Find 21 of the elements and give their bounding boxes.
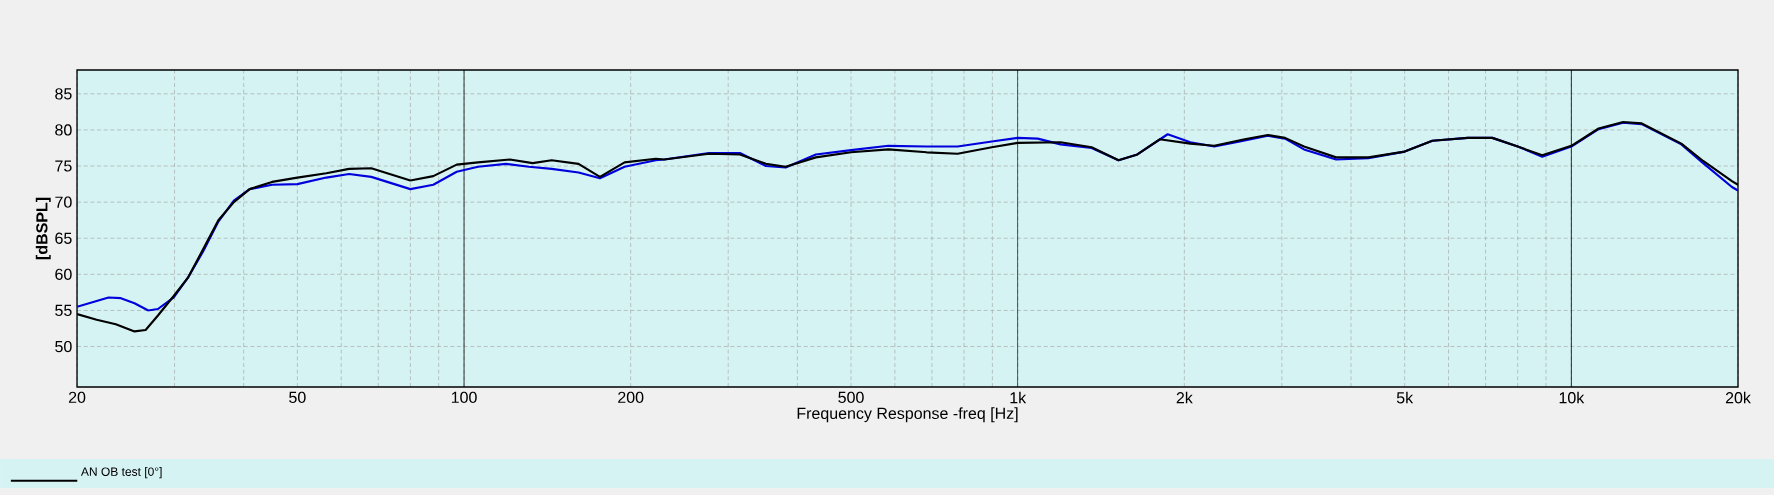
x-tick-label: 200 — [618, 391, 644, 404]
x-tick-label: 500 — [838, 391, 864, 404]
x-tick-label: 2k — [1176, 391, 1193, 404]
text: AN OB test [0°] — [80, 467, 162, 479]
x-tick-label: 50 — [289, 391, 306, 404]
y-axis-title: [dBSPL] — [35, 197, 51, 260]
x-tick-label: 20k — [1725, 391, 1751, 404]
x-tick-label: 5k — [1396, 391, 1414, 404]
y-tick-label: 60 — [55, 268, 72, 280]
y-tick-label: 75 — [55, 160, 72, 172]
y-tick-label: 55 — [55, 304, 72, 317]
y-tick-label: 65 — [55, 232, 72, 244]
y-tick-label: 85 — [55, 88, 72, 100]
x-tick-label: 1k — [1010, 391, 1027, 404]
x-axis-title: Frequency Response -freq [Hz] — [797, 407, 1018, 423]
y-tick-label: 50 — [55, 340, 72, 353]
x-tick-label: 100 — [451, 391, 477, 404]
x-tick-label: 10k — [1559, 391, 1585, 404]
x-tick-label: 20 — [68, 391, 86, 404]
y-tick-label: 70 — [55, 196, 72, 208]
y-tick-label: 80 — [55, 124, 72, 136]
